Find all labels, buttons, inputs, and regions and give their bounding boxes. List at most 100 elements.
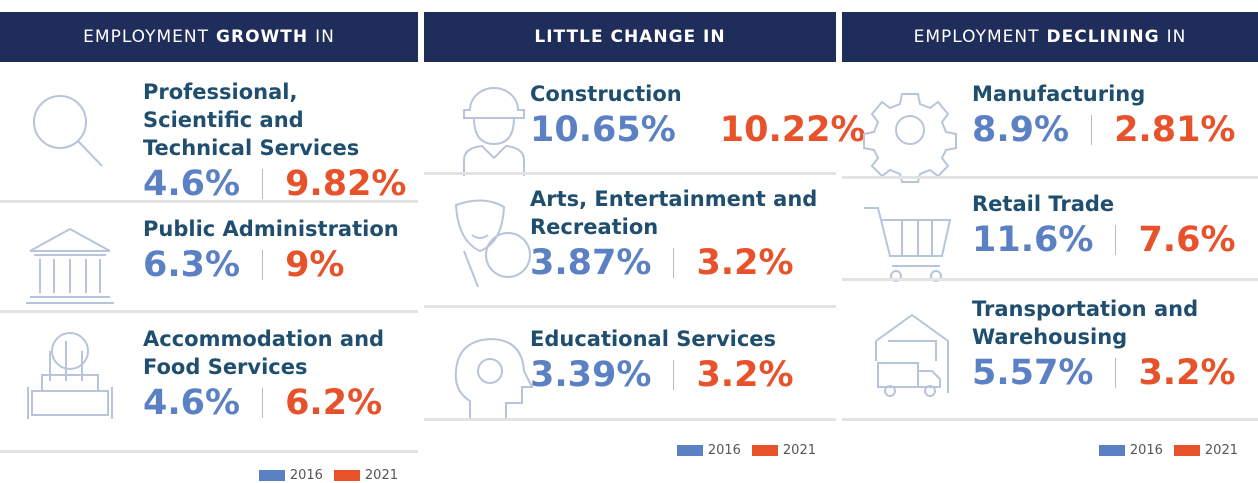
values-row: 5.57% 3.2%	[972, 353, 1248, 393]
divider	[1115, 358, 1117, 388]
legend-swatch	[1098, 445, 1125, 456]
divider	[1115, 225, 1117, 255]
value-2016: 11.6%	[972, 220, 1094, 260]
item-text: Accommodation and Food Services 4.6% 6.2%	[143, 325, 408, 423]
industry-name: Educational Services	[530, 327, 777, 351]
icon-graphic	[33, 95, 103, 167]
values-row: 4.6% 6.2%	[143, 383, 408, 423]
legend-label: 2016	[1129, 443, 1163, 458]
industry-name: Transportation and Warehousing	[972, 297, 1199, 349]
values-row: 6.3% 9%	[143, 245, 408, 285]
legend: 2016 2021	[676, 443, 816, 458]
legend-label: 2021	[782, 443, 816, 458]
icon-graphic	[454, 337, 534, 421]
value-2021: 3.2%	[1138, 353, 1236, 393]
value-2016: 6.3%	[143, 245, 241, 285]
item-text: Manufacturing 8.9% 2.81%	[972, 80, 1248, 150]
legend-swatch	[333, 470, 360, 481]
icon-graphic	[27, 332, 113, 419]
industry-name: Professional, Scientific and Technical S…	[143, 80, 360, 160]
separator	[842, 418, 1258, 421]
icon-graphic	[26, 227, 114, 304]
industry-name: Retail Trade	[972, 192, 1115, 216]
industry-icon	[20, 221, 120, 325]
divider	[673, 248, 675, 278]
heading-part: EMPLOYMENT	[913, 27, 1040, 47]
icon-graphic	[863, 93, 957, 183]
values-row: 3.87% 3.2%	[530, 243, 826, 283]
column-heading: EMPLOYMENT DECLINING IN	[842, 12, 1258, 62]
industry-icon	[444, 86, 544, 190]
legend-swatch	[1173, 445, 1200, 456]
heading-part: DECLINING	[1046, 27, 1160, 47]
industry-name: Construction	[530, 82, 682, 106]
industry-icon	[20, 331, 120, 435]
value-2021: 3.2%	[696, 243, 794, 283]
value-2021: 7.6%	[1138, 220, 1236, 260]
industry-icon	[444, 191, 544, 295]
column: EMPLOYMENT GROWTH IN Professional, Scientif…	[0, 0, 418, 483]
legend-label: 2021	[364, 468, 398, 483]
item-text: Retail Trade 11.6% 7.6%	[972, 190, 1248, 260]
values-row: 8.9% 2.81%	[972, 110, 1248, 150]
legend-label: 2016	[707, 443, 741, 458]
legend: 2016 2021	[258, 468, 398, 483]
value-2016: 4.6%	[143, 164, 241, 204]
value-2016: 5.57%	[972, 353, 1094, 393]
item-text: Public Administration 6.3% 9%	[143, 215, 408, 285]
column-heading: EMPLOYMENT GROWTH IN	[0, 12, 418, 62]
value-2021: 6.2%	[285, 383, 383, 423]
separator	[0, 310, 418, 313]
industry-name: Arts, Entertainment and Recreation	[530, 187, 818, 239]
separator	[0, 200, 418, 203]
value-2021: 10.22%	[719, 110, 866, 150]
legend-label: 2021	[1204, 443, 1238, 458]
legend-label: 2016	[289, 468, 323, 483]
divider	[673, 360, 675, 390]
value-2021: 2.81%	[1114, 110, 1236, 150]
separator	[424, 172, 836, 175]
item-text: Professional, Scientific and Technical S…	[143, 78, 408, 204]
icon-graphic	[454, 199, 531, 288]
item-text: Construction 10.65% 10.22%	[530, 80, 866, 150]
industry-icon	[862, 86, 962, 190]
industry-name: Accommodation and Food Services	[143, 327, 385, 379]
heading-part: GROWTH	[216, 27, 309, 47]
icon-graphic	[875, 313, 949, 397]
icon-graphic	[463, 87, 525, 176]
column: LITTLE CHANGE IN Construction 10.65% 10.22%…	[424, 0, 866, 478]
industry-name: Public Administration	[143, 217, 399, 241]
heading-part: IN	[1166, 27, 1187, 47]
value-2016: 4.6%	[143, 383, 241, 423]
divider	[262, 388, 264, 418]
separator	[842, 278, 1258, 281]
industry-icon	[862, 301, 962, 405]
values-row: 3.39% 3.2%	[530, 355, 826, 395]
industry-icon	[862, 196, 962, 300]
values-row: 4.6% 9.82%	[143, 164, 408, 204]
column: EMPLOYMENT DECLINING IN Manufacturing 8.9% 2.…	[842, 0, 1258, 478]
value-2021: 9%	[285, 245, 345, 285]
value-2021: 9.82%	[285, 164, 407, 204]
legend-swatch	[751, 445, 778, 456]
legend: 2016 2021	[1098, 443, 1238, 458]
separator	[424, 305, 836, 308]
divider	[1091, 115, 1093, 145]
value-2016: 3.87%	[530, 243, 652, 283]
value-2016: 8.9%	[972, 110, 1070, 150]
icon-graphic	[864, 207, 952, 282]
heading-part: EMPLOYMENT	[83, 27, 210, 47]
values-row: 11.6% 7.6%	[972, 220, 1248, 260]
heading-part: LITTLE CHANGE IN	[534, 27, 726, 47]
heading-part: IN	[315, 27, 335, 47]
value-2016: 10.65%	[530, 110, 676, 150]
item-text: Transportation and Warehousing 5.57% 3.2%	[972, 295, 1248, 393]
column-heading: LITTLE CHANGE IN	[424, 12, 836, 62]
item-text: Arts, Entertainment and Recreation 3.87% 3…	[530, 185, 826, 283]
industry-name: Manufacturing	[972, 82, 1146, 106]
industry-icon	[20, 84, 120, 188]
divider	[262, 250, 264, 280]
legend-swatch	[258, 470, 285, 481]
value-2016: 3.39%	[530, 355, 652, 395]
